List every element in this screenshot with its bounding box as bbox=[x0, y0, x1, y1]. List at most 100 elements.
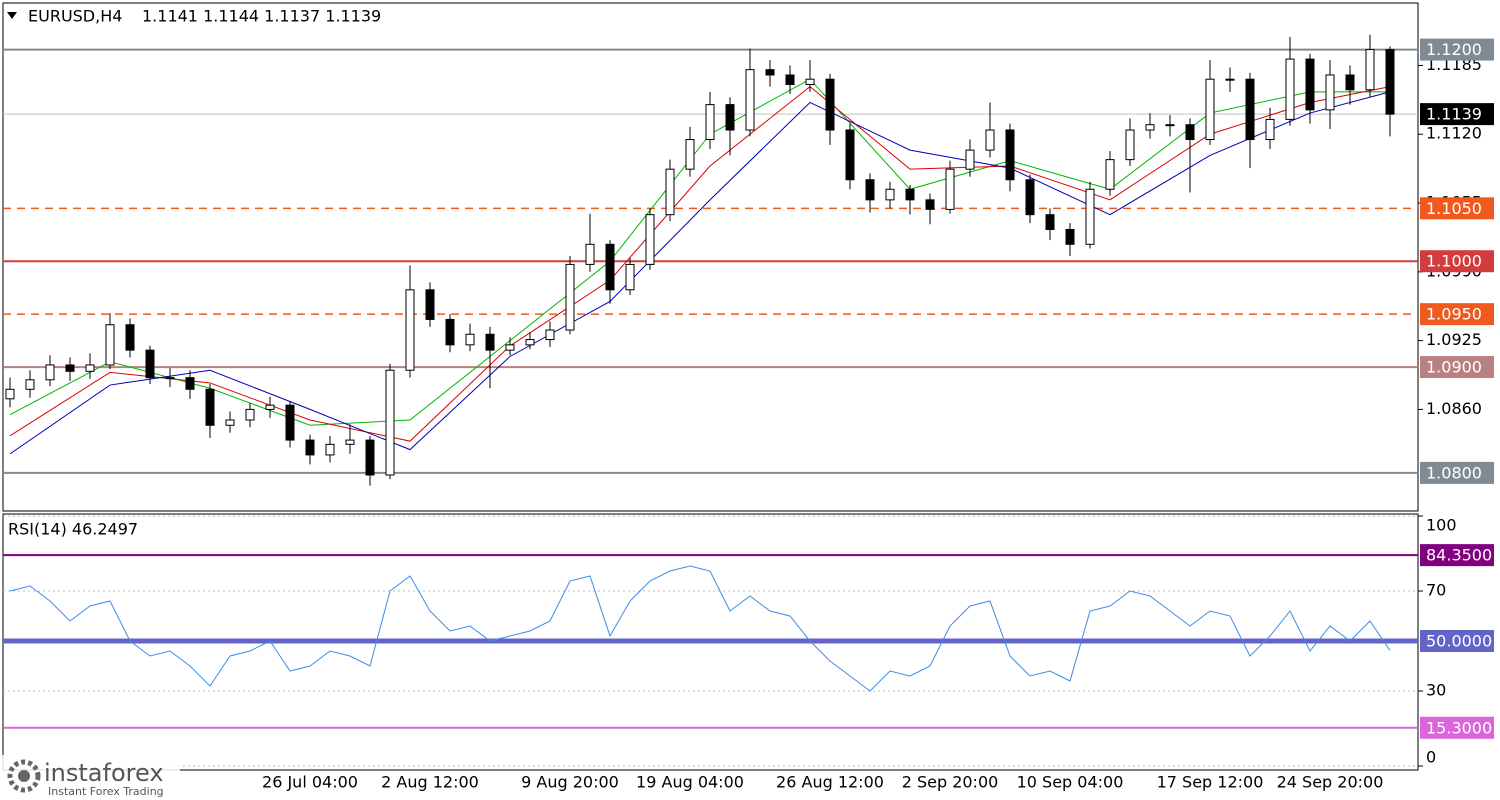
current-price-label: 1.1139 bbox=[1426, 105, 1482, 124]
x-tick-label: 26 Aug 12:00 bbox=[776, 773, 884, 792]
candle-body bbox=[365, 439, 375, 476]
candle-body bbox=[125, 324, 135, 351]
candle-body bbox=[985, 129, 995, 151]
candle-body bbox=[165, 377, 175, 380]
level-label: 84.3500 bbox=[1426, 546, 1492, 565]
candle-body bbox=[1045, 214, 1055, 230]
candle-body bbox=[405, 289, 415, 371]
candle-body bbox=[1105, 159, 1115, 190]
candle-body bbox=[1365, 49, 1375, 91]
level-box bbox=[1420, 250, 1494, 273]
y-tick-label: 0 bbox=[1426, 748, 1436, 767]
candle-body bbox=[645, 214, 655, 265]
candle-body bbox=[805, 78, 815, 85]
moving-average bbox=[9, 85, 1391, 442]
candle-body bbox=[1305, 58, 1315, 111]
candle-body bbox=[345, 439, 355, 445]
candle-body bbox=[685, 139, 695, 170]
level-label: 1.0950 bbox=[1426, 305, 1482, 324]
candle-body bbox=[725, 104, 735, 131]
level-box bbox=[1420, 716, 1494, 739]
candle-body bbox=[745, 69, 755, 131]
candle-body bbox=[485, 333, 495, 351]
x-tick-label: 9 Aug 20:00 bbox=[521, 773, 619, 792]
candle-body bbox=[1285, 58, 1295, 120]
tagline: Instant Forex Trading bbox=[48, 785, 164, 798]
candle-body bbox=[225, 419, 235, 426]
rsi-title: RSI(14) 46.2497 bbox=[8, 520, 138, 539]
candle-body bbox=[105, 324, 115, 366]
candle-body bbox=[865, 179, 875, 201]
y-tick-label: 70 bbox=[1426, 581, 1446, 600]
candle-body bbox=[925, 199, 935, 210]
candle-body bbox=[65, 364, 75, 372]
y-tick-label: 1.0860 bbox=[1426, 399, 1482, 418]
level-label: 1.1050 bbox=[1426, 199, 1482, 218]
candle-body bbox=[85, 364, 95, 372]
candle-body bbox=[625, 263, 635, 291]
candle-body bbox=[885, 188, 895, 201]
candle-body bbox=[845, 129, 855, 181]
main-panel bbox=[2, 2, 1419, 512]
candle-body bbox=[1205, 78, 1215, 141]
candle-body bbox=[965, 149, 975, 170]
logo bbox=[7, 759, 41, 793]
y-tick-label: 100 bbox=[1426, 516, 1457, 535]
candle-body bbox=[425, 289, 435, 320]
candle-body bbox=[385, 369, 395, 476]
candle-body bbox=[945, 168, 955, 210]
candle-body bbox=[145, 349, 155, 379]
x-tick-label: 2 Aug 12:00 bbox=[381, 773, 479, 792]
candle-body bbox=[825, 78, 835, 131]
level-box bbox=[1420, 461, 1494, 484]
menu-arrow bbox=[7, 12, 17, 19]
watermark: instaforex Instant Forex Trading bbox=[0, 755, 180, 800]
candle-body bbox=[205, 388, 215, 426]
candle-body bbox=[1245, 78, 1255, 141]
y-tick-label: 1.0925 bbox=[1426, 330, 1482, 349]
level-box bbox=[1420, 197, 1494, 220]
candle-body bbox=[785, 74, 795, 85]
ohlc: 1.1141 1.1144 1.1137 1.1139 bbox=[142, 7, 381, 26]
candle-body bbox=[585, 243, 595, 265]
candle-body bbox=[1065, 228, 1075, 245]
candle-body bbox=[565, 263, 575, 331]
x-tick-label: 26 Jul 04:00 bbox=[262, 773, 358, 792]
x-tick-label: 10 Sep 04:00 bbox=[1017, 773, 1124, 792]
candle-body bbox=[705, 104, 715, 141]
y-tick-label: 1.1120 bbox=[1426, 124, 1482, 143]
level-box bbox=[1420, 38, 1494, 61]
x-tick-label: 19 Aug 04:00 bbox=[636, 773, 744, 792]
rsi-line bbox=[9, 565, 1391, 692]
candle-body bbox=[305, 439, 315, 456]
level-label: 1.1200 bbox=[1426, 40, 1482, 59]
candle-body bbox=[765, 69, 775, 76]
x-tick-label: 24 Sep 20:00 bbox=[1277, 773, 1384, 792]
current-price-box bbox=[1420, 103, 1494, 126]
candle-body bbox=[185, 377, 195, 390]
level-label: 1.0900 bbox=[1426, 358, 1482, 377]
y-tick-label: 30 bbox=[1426, 681, 1446, 700]
candle-body bbox=[665, 168, 675, 216]
candle-body bbox=[465, 333, 475, 346]
candle-body bbox=[245, 408, 255, 421]
candle-body bbox=[265, 404, 275, 410]
level-box bbox=[1420, 544, 1494, 567]
level-label: 1.1000 bbox=[1426, 252, 1482, 271]
candle-body bbox=[1005, 129, 1015, 181]
moving-average bbox=[9, 91, 1391, 455]
logo-center bbox=[18, 770, 30, 782]
candle-body bbox=[1385, 49, 1395, 115]
candle-body bbox=[1345, 74, 1355, 91]
level-label: 15.3000 bbox=[1426, 718, 1492, 737]
candle-body bbox=[45, 364, 55, 381]
candle-body bbox=[1165, 124, 1175, 127]
candle-body bbox=[505, 344, 515, 351]
candle-body bbox=[905, 188, 915, 201]
level-box bbox=[1420, 303, 1494, 326]
candle-body bbox=[25, 379, 35, 390]
candle-body bbox=[285, 404, 295, 441]
level-box bbox=[1420, 356, 1494, 379]
